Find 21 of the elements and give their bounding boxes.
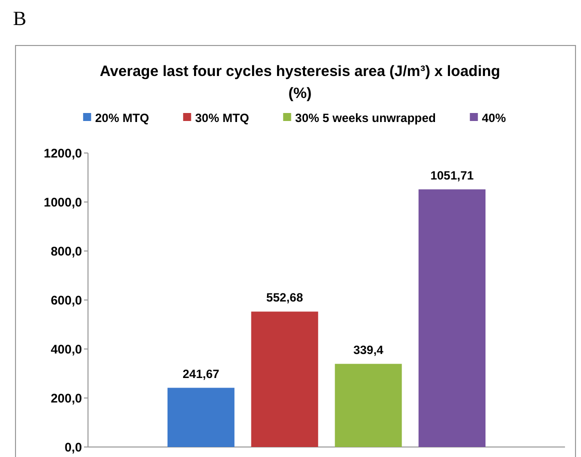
chart-title: Average last four cycles hysteresis area (J/m³) x loading (%) [100,63,500,102]
bar [334,364,402,447]
y-tick-label: 800,0 [50,244,82,258]
y-tick-label: 400,0 [50,342,82,356]
y-tick-label: 0,0 [64,440,82,454]
legend-label: 30% 5 weeks unwrapped [295,111,436,125]
legend-label: 20% MTQ [95,111,150,125]
y-tick-label: 1200,0 [44,146,82,160]
y-tick-label: 1000,0 [44,196,82,210]
data-label: 241,67 [182,366,220,381]
bar [418,189,486,447]
legend-label: 30% MTQ [195,111,250,125]
y-tick-label: 600,0 [50,294,82,308]
legend-label: 40% [482,111,506,125]
data-label: 552,68 [266,290,304,305]
y-tick-label: 200,0 [50,392,82,406]
bar [168,388,234,447]
text: B [13,8,26,30]
bar [251,312,318,447]
data-label: 1051,71 [430,168,474,182]
data-label: 339,4 [353,342,384,357]
